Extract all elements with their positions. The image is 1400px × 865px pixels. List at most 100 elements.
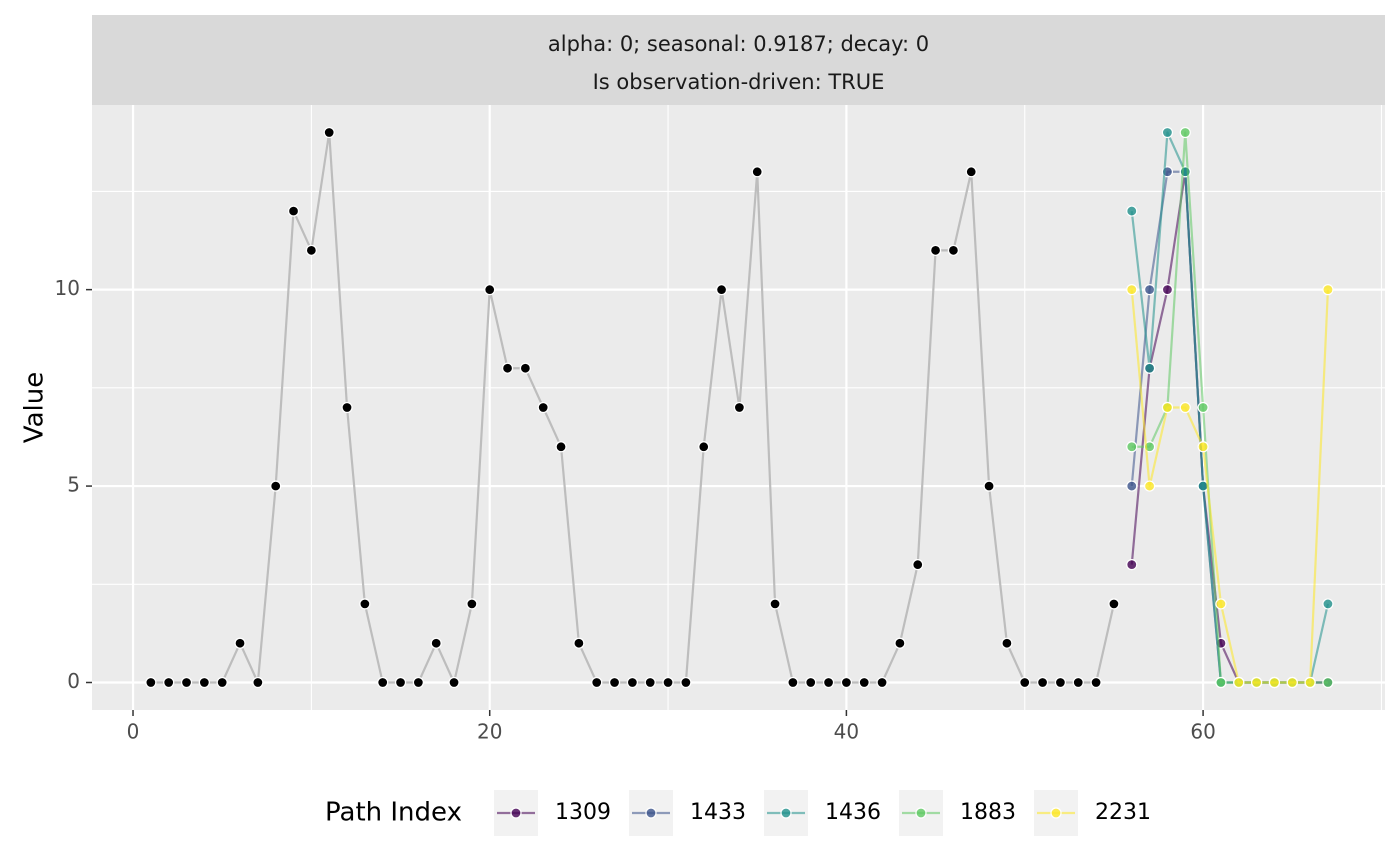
legend: Path Index 1309 1433 1436 1883 2231 (325, 790, 1151, 836)
observed-point (519, 362, 532, 374)
observed-point (466, 598, 478, 610)
observed-point (341, 401, 353, 414)
legend-item-1309: 1309 (494, 790, 611, 836)
series-point (1197, 401, 1209, 414)
legend-label: 1436 (825, 800, 881, 825)
observed-point (858, 676, 870, 689)
x-tick-label: 40 (834, 720, 859, 744)
legend-label: 1309 (555, 800, 611, 825)
series-layer (1126, 126, 1334, 689)
observed-point (180, 676, 193, 689)
observed-point (965, 166, 977, 178)
series-point (1126, 205, 1138, 217)
observed-point (234, 637, 246, 649)
x-tick-label: 20 (477, 720, 502, 744)
series-point (1161, 284, 1174, 296)
observed-point (573, 637, 585, 649)
observed-point (912, 558, 924, 571)
facet-label-line1: alpha: 0; seasonal: 0.9187; decay: 0 (548, 32, 929, 56)
series-point (1233, 676, 1245, 689)
legend-key-point (915, 807, 927, 819)
observed-point (751, 166, 763, 178)
observed-point (715, 283, 728, 296)
facet-strip: alpha: 0; seasonal: 0.9187; decay: 0 Is … (92, 15, 1385, 105)
observed-point (359, 598, 371, 610)
observed-point (323, 126, 335, 139)
y-tick-label: 0 (67, 669, 80, 693)
observed-point (216, 676, 228, 689)
observed-point (769, 598, 781, 610)
observed-point (787, 676, 799, 689)
observed-point (501, 362, 514, 374)
observed-point (145, 676, 157, 689)
observed-point (591, 676, 603, 689)
x-tick-label: 60 (1190, 720, 1215, 744)
observed-point (805, 676, 817, 689)
series-point (1268, 676, 1281, 689)
series-point (1179, 126, 1191, 139)
observed-point (394, 676, 407, 689)
observed-point (983, 480, 995, 492)
observed-point (1036, 676, 1049, 689)
legend-label: 1883 (960, 800, 1016, 825)
series-point (1179, 401, 1191, 414)
series-point (1161, 401, 1174, 414)
series-point (1126, 480, 1138, 492)
observed-point (876, 676, 888, 689)
observed-point (252, 676, 264, 689)
facet-label-line2: Is observation-driven: TRUE (593, 70, 885, 94)
series-point (1161, 126, 1174, 139)
series-point (1215, 676, 1227, 689)
observed-point (840, 676, 853, 689)
observed-point (822, 676, 835, 689)
series-point (1143, 362, 1156, 374)
legend-key-point (1050, 807, 1062, 819)
legend-items: 1309 1433 1436 1883 2231 (494, 790, 1151, 836)
observed-point (448, 676, 460, 689)
observed-point (270, 480, 282, 492)
observed-point (608, 676, 621, 689)
series-point (1304, 676, 1316, 689)
observed-point (377, 676, 389, 689)
y-tick-label: 5 (67, 473, 80, 497)
observed-point (662, 676, 674, 689)
y-tick-label: 10 (55, 276, 80, 300)
observed-point (894, 637, 906, 649)
observed-point (698, 441, 710, 453)
legend-label: 1433 (690, 800, 746, 825)
series-point (1143, 480, 1156, 492)
series-point (1215, 598, 1227, 610)
x-tick-label: 0 (127, 720, 140, 744)
observed-point (626, 676, 639, 689)
observed-point (947, 244, 960, 257)
legend-item-1433: 1433 (629, 790, 746, 836)
legend-key-point (510, 807, 522, 819)
observed-point (163, 676, 175, 689)
series-point (1143, 284, 1156, 296)
observed-point (1001, 637, 1013, 649)
observed-point (484, 283, 496, 296)
observed-point (929, 244, 942, 257)
observed-point (305, 244, 318, 257)
observed-layer (145, 126, 1120, 689)
plot-panel (92, 105, 1385, 710)
observed-point (1019, 676, 1031, 689)
y-axis-title: Value (20, 372, 50, 443)
legend-label: 2231 (1095, 800, 1151, 825)
facet-strip-background (92, 15, 1385, 105)
series-point (1126, 441, 1138, 453)
series-point (1322, 676, 1334, 689)
observed-point (1072, 676, 1084, 689)
legend-item-1436: 1436 (764, 790, 881, 836)
observed-point (430, 637, 442, 649)
series-path-2231 (1126, 284, 1334, 689)
observed-point (198, 676, 211, 689)
legend-item-1883: 1883 (899, 790, 1016, 836)
series-point (1286, 676, 1298, 689)
observed-point (555, 441, 567, 453)
observed-point (1054, 676, 1067, 689)
series-point (1322, 284, 1334, 296)
axes: 0 20 40 60 0 5 10 (55, 276, 1216, 743)
